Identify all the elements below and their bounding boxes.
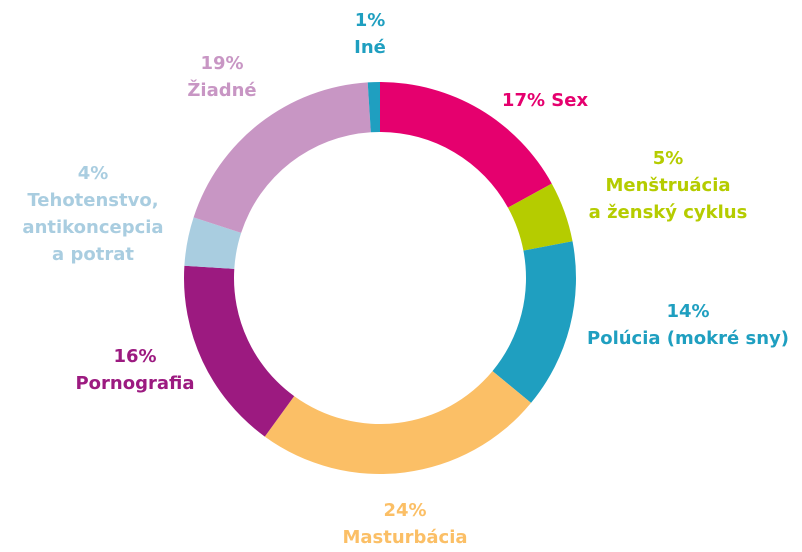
donut-segment bbox=[380, 82, 552, 208]
category-label: Tehotenstvo, antikoncepcia a potrat bbox=[22, 190, 164, 265]
value-label: 17% bbox=[501, 90, 546, 111]
donut-segment bbox=[183, 265, 295, 437]
category-label: Polúcia (mokré sny) bbox=[587, 328, 789, 349]
data-label: 1% Iné bbox=[354, 7, 386, 61]
data-label: 17% Sex bbox=[502, 87, 588, 114]
data-label: 14% Polúcia (mokré sny) bbox=[587, 298, 789, 352]
data-label: 16% Pornografia bbox=[75, 343, 194, 397]
category-label: Masturbácia bbox=[342, 527, 468, 548]
data-label: 5% Menštruácia a ženský cyklus bbox=[589, 145, 748, 226]
donut-segment bbox=[193, 82, 371, 233]
value-label: 19% bbox=[200, 53, 244, 74]
data-label: 4% Tehotenstvo, antikoncepcia a potrat bbox=[22, 160, 163, 268]
donut-segment bbox=[367, 82, 380, 133]
category-label: Iné bbox=[354, 37, 386, 58]
value-label: 1% bbox=[354, 10, 386, 31]
value-label: 4% bbox=[77, 163, 109, 184]
donut-segment bbox=[184, 217, 242, 269]
category-label: Žiadné bbox=[187, 80, 257, 101]
category-label: Sex bbox=[551, 90, 589, 111]
value-label: 14% bbox=[666, 301, 710, 322]
data-label: 19% Žiadné bbox=[187, 50, 256, 104]
data-label: 24% Masturbácia bbox=[342, 497, 467, 551]
value-label: 24% bbox=[383, 500, 427, 521]
category-label: Menštruácia a ženský cyklus bbox=[588, 175, 748, 223]
category-label: Pornografia bbox=[75, 373, 195, 394]
donut-segment bbox=[264, 371, 532, 474]
value-label: 5% bbox=[652, 148, 684, 169]
donut-segment bbox=[507, 183, 573, 251]
value-label: 16% bbox=[113, 346, 157, 367]
donut-segment bbox=[492, 241, 576, 403]
